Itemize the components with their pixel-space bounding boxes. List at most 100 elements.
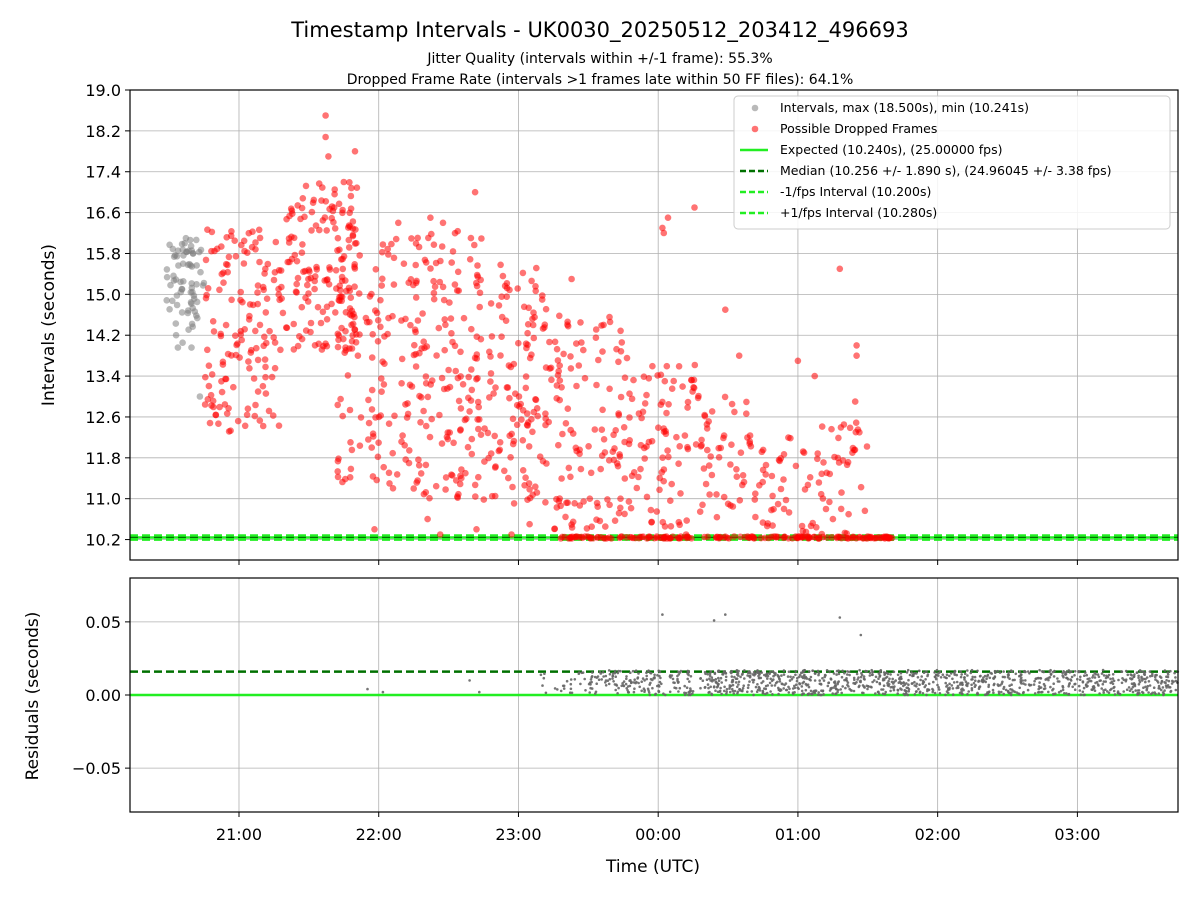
dropped-frame-point [519, 437, 527, 444]
residual-point [1168, 686, 1172, 689]
residual-point [670, 674, 674, 677]
dropped-frame-point [426, 494, 433, 502]
residual-point [733, 689, 737, 693]
dropped-frame-point [260, 342, 268, 350]
residual-point [841, 669, 844, 673]
residual-point [822, 679, 826, 682]
residual-point [1023, 669, 1026, 673]
interval-point [193, 298, 201, 306]
dropped-frame-point [444, 435, 452, 443]
dropped-frame-point [814, 455, 821, 463]
residual-point [974, 679, 977, 682]
dropped-frame-point [365, 396, 372, 404]
dropped-frame-point [660, 428, 668, 436]
residual-point [1112, 679, 1116, 683]
dropped-frame-point [441, 316, 449, 323]
dropped-frame-point [439, 283, 447, 291]
dropped-frame-point [346, 406, 354, 414]
residual-point [823, 673, 827, 677]
dropped-frame-point [567, 365, 575, 372]
dropped-frame-point [524, 329, 531, 337]
residual-point [906, 693, 910, 697]
dropped-frame-point [433, 352, 440, 359]
dropped-frame-point [655, 424, 662, 432]
residuals-y-ticks: −0.050.000.05 [72, 613, 130, 778]
dropped-frame-point [836, 265, 844, 273]
residual-point [809, 689, 813, 693]
dropped-frame-point [701, 411, 708, 419]
dropped-frame-point [220, 279, 227, 287]
dropped-frame-point [668, 385, 676, 393]
residual-point [658, 685, 661, 688]
residual-point [1079, 693, 1083, 696]
dropped-frame-point [218, 388, 226, 396]
dropped-frame-point [298, 249, 306, 256]
residual-point [959, 675, 963, 679]
residual-point [943, 675, 946, 679]
dropped-frame-point [743, 398, 750, 406]
dropped-frame-point [496, 446, 504, 454]
residual-point [866, 687, 869, 691]
dropped-frame-point [306, 268, 313, 275]
dropped-frame-point [271, 339, 279, 346]
dropped-frame-point [431, 283, 439, 291]
dropped-frame-point [248, 243, 256, 251]
legend-box [733, 95, 1171, 230]
dropped-frame-point [426, 433, 434, 441]
residual-point [1163, 681, 1166, 684]
dropped-frame-point [508, 531, 515, 538]
dropped-frame-point [487, 353, 494, 360]
residual-point [920, 675, 923, 678]
dropped-frame-point [474, 262, 481, 269]
residual-point [1065, 692, 1068, 695]
dropped-frame-point [673, 433, 680, 441]
dropped-frame-point [399, 432, 406, 439]
residual-point [1047, 690, 1050, 694]
intervals-y-tick-label: 11.8 [85, 449, 121, 468]
dropped-frame-point [316, 226, 323, 234]
residual-point [937, 674, 940, 677]
dropped-frame-point [551, 525, 558, 533]
residual-point [941, 673, 945, 676]
dropped-frame-point [335, 332, 343, 339]
dropped-frame-point [523, 344, 530, 352]
dropped-frame-point [202, 373, 209, 381]
residual-point [752, 681, 755, 684]
residual-point [944, 681, 947, 685]
dropped-frame-point [835, 434, 842, 442]
residual-point [1174, 676, 1177, 679]
residual-point [1001, 675, 1005, 679]
residual-point [804, 682, 808, 686]
residual-point [925, 670, 928, 673]
residual-point [1102, 674, 1106, 677]
residual-point [973, 675, 977, 679]
residuals-y-axis-label: Residuals (seconds) [23, 612, 43, 781]
residual-point [654, 692, 657, 696]
interval-point [193, 281, 200, 288]
residual-point [616, 692, 619, 695]
residual-point [764, 687, 768, 691]
residual-point [714, 678, 718, 681]
dropped-frame-point [577, 319, 584, 326]
residual-point [859, 675, 863, 679]
dropped-frame-point [606, 501, 613, 509]
dropped-frame-point [246, 365, 253, 372]
residual-point [1061, 686, 1065, 689]
residual-point [935, 668, 939, 672]
dropped-frame-point [604, 496, 611, 503]
dropped-frame-point [670, 377, 677, 385]
dropped-frame-point [630, 376, 637, 384]
residual-point [971, 675, 974, 679]
residual-point [801, 681, 804, 685]
dropped-frame-point [302, 182, 310, 190]
residual-point [910, 671, 913, 674]
residual-point [764, 692, 767, 696]
dropped-frame-point [599, 406, 606, 414]
residual-point [725, 692, 728, 695]
dropped-frame-point [251, 412, 259, 420]
dropped-frame-point [703, 421, 711, 428]
residual-point [1013, 678, 1016, 682]
dropped-frame-point [471, 188, 479, 196]
dropped-frame-point [503, 284, 511, 292]
residual-point [1096, 673, 1100, 676]
